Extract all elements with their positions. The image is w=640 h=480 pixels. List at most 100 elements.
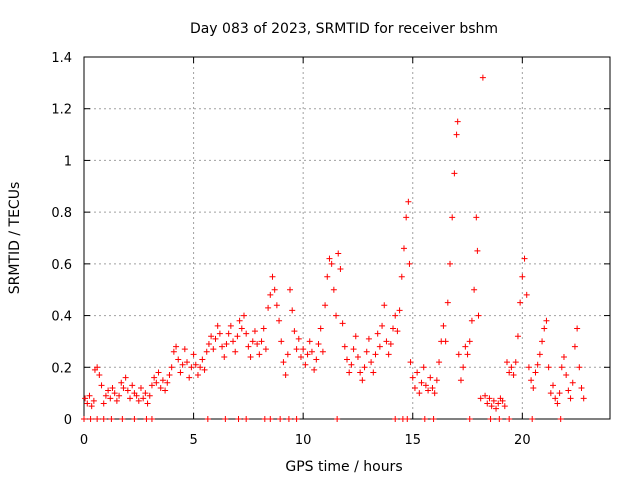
data-point bbox=[205, 341, 212, 348]
data-point bbox=[227, 322, 234, 329]
data-point bbox=[300, 346, 307, 353]
data-point bbox=[363, 348, 370, 355]
data-point bbox=[173, 343, 180, 350]
data-point bbox=[495, 400, 502, 407]
data-point bbox=[164, 379, 171, 386]
data-point bbox=[473, 214, 480, 221]
data-point bbox=[350, 346, 357, 353]
data-point bbox=[514, 333, 521, 340]
data-point bbox=[400, 245, 407, 252]
data-point bbox=[256, 351, 263, 358]
data-point bbox=[411, 384, 418, 391]
data-point bbox=[153, 379, 160, 386]
data-point bbox=[486, 395, 493, 402]
y-tick-label: 0.4 bbox=[51, 310, 72, 325]
data-series bbox=[81, 74, 587, 422]
data-point bbox=[258, 338, 265, 345]
data-point bbox=[333, 312, 340, 319]
data-point bbox=[337, 266, 344, 273]
y-tick-label: 0.6 bbox=[51, 258, 72, 273]
data-point bbox=[113, 397, 120, 404]
data-point bbox=[451, 170, 458, 177]
y-tick-label: 0 bbox=[64, 413, 72, 428]
data-point bbox=[404, 416, 411, 422]
data-point bbox=[118, 379, 125, 386]
data-point bbox=[457, 377, 464, 384]
data-point bbox=[398, 273, 405, 280]
data-point bbox=[240, 312, 247, 319]
data-point bbox=[188, 364, 195, 371]
data-point bbox=[216, 330, 223, 337]
data-point bbox=[565, 387, 572, 394]
data-point bbox=[90, 397, 97, 404]
data-point bbox=[550, 382, 557, 389]
axis-ticks: 0 0.2 0.4 0.6 0.8 1 1.2 1.4 0 5 10 15 20 bbox=[51, 51, 610, 448]
data-point bbox=[190, 351, 197, 358]
data-point bbox=[454, 118, 461, 125]
data-point bbox=[420, 364, 427, 371]
data-point bbox=[308, 348, 315, 355]
data-point bbox=[464, 351, 471, 358]
data-point bbox=[317, 325, 324, 332]
data-point bbox=[221, 353, 228, 360]
data-point bbox=[578, 384, 585, 391]
data-point bbox=[532, 369, 539, 376]
data-point bbox=[487, 416, 494, 422]
data-point bbox=[359, 377, 366, 384]
data-point bbox=[94, 416, 101, 422]
data-point bbox=[580, 395, 587, 402]
data-point bbox=[225, 330, 232, 337]
data-point bbox=[208, 333, 215, 340]
data-point bbox=[304, 351, 311, 358]
data-point bbox=[510, 372, 517, 379]
data-point bbox=[280, 359, 287, 366]
data-point bbox=[475, 312, 482, 319]
chart-title: Day 083 of 2023, SRMTID for receiver bsh… bbox=[190, 21, 498, 37]
data-point bbox=[319, 348, 326, 355]
data-point bbox=[155, 369, 162, 376]
x-tick-label: 0 bbox=[80, 433, 88, 448]
data-point bbox=[223, 341, 230, 348]
data-point bbox=[433, 377, 440, 384]
y-tick-label: 1.4 bbox=[51, 51, 72, 66]
data-point bbox=[238, 325, 245, 332]
data-point bbox=[243, 416, 250, 422]
data-point bbox=[517, 299, 524, 306]
data-point bbox=[84, 400, 91, 407]
data-point bbox=[499, 397, 506, 404]
data-point bbox=[94, 364, 101, 371]
data-point bbox=[365, 335, 372, 342]
data-point bbox=[297, 353, 304, 360]
y-tick-label: 1 bbox=[64, 154, 72, 169]
data-point bbox=[177, 369, 184, 376]
data-point bbox=[127, 395, 134, 402]
grid bbox=[84, 57, 610, 419]
data-point bbox=[291, 328, 298, 335]
data-point bbox=[245, 343, 252, 350]
data-point bbox=[352, 333, 359, 340]
data-point bbox=[368, 359, 375, 366]
data-point bbox=[199, 356, 206, 363]
data-point bbox=[484, 400, 491, 407]
data-point bbox=[109, 384, 116, 391]
data-point bbox=[379, 322, 386, 329]
data-point bbox=[374, 330, 381, 337]
data-point bbox=[328, 260, 335, 267]
data-point bbox=[232, 348, 239, 355]
x-tick-label: 10 bbox=[295, 433, 312, 448]
data-point bbox=[269, 273, 276, 280]
data-point bbox=[534, 361, 541, 368]
data-point bbox=[488, 403, 495, 410]
data-point bbox=[344, 356, 350, 363]
data-point bbox=[267, 416, 274, 422]
data-point bbox=[529, 416, 536, 422]
data-point bbox=[521, 255, 528, 262]
y-tick-label: 0.2 bbox=[51, 361, 72, 376]
data-point bbox=[409, 374, 416, 381]
data-point bbox=[528, 377, 535, 384]
data-point bbox=[105, 387, 112, 394]
data-point bbox=[482, 392, 489, 399]
data-point bbox=[493, 405, 500, 412]
data-point bbox=[277, 416, 284, 422]
data-point bbox=[302, 361, 309, 368]
